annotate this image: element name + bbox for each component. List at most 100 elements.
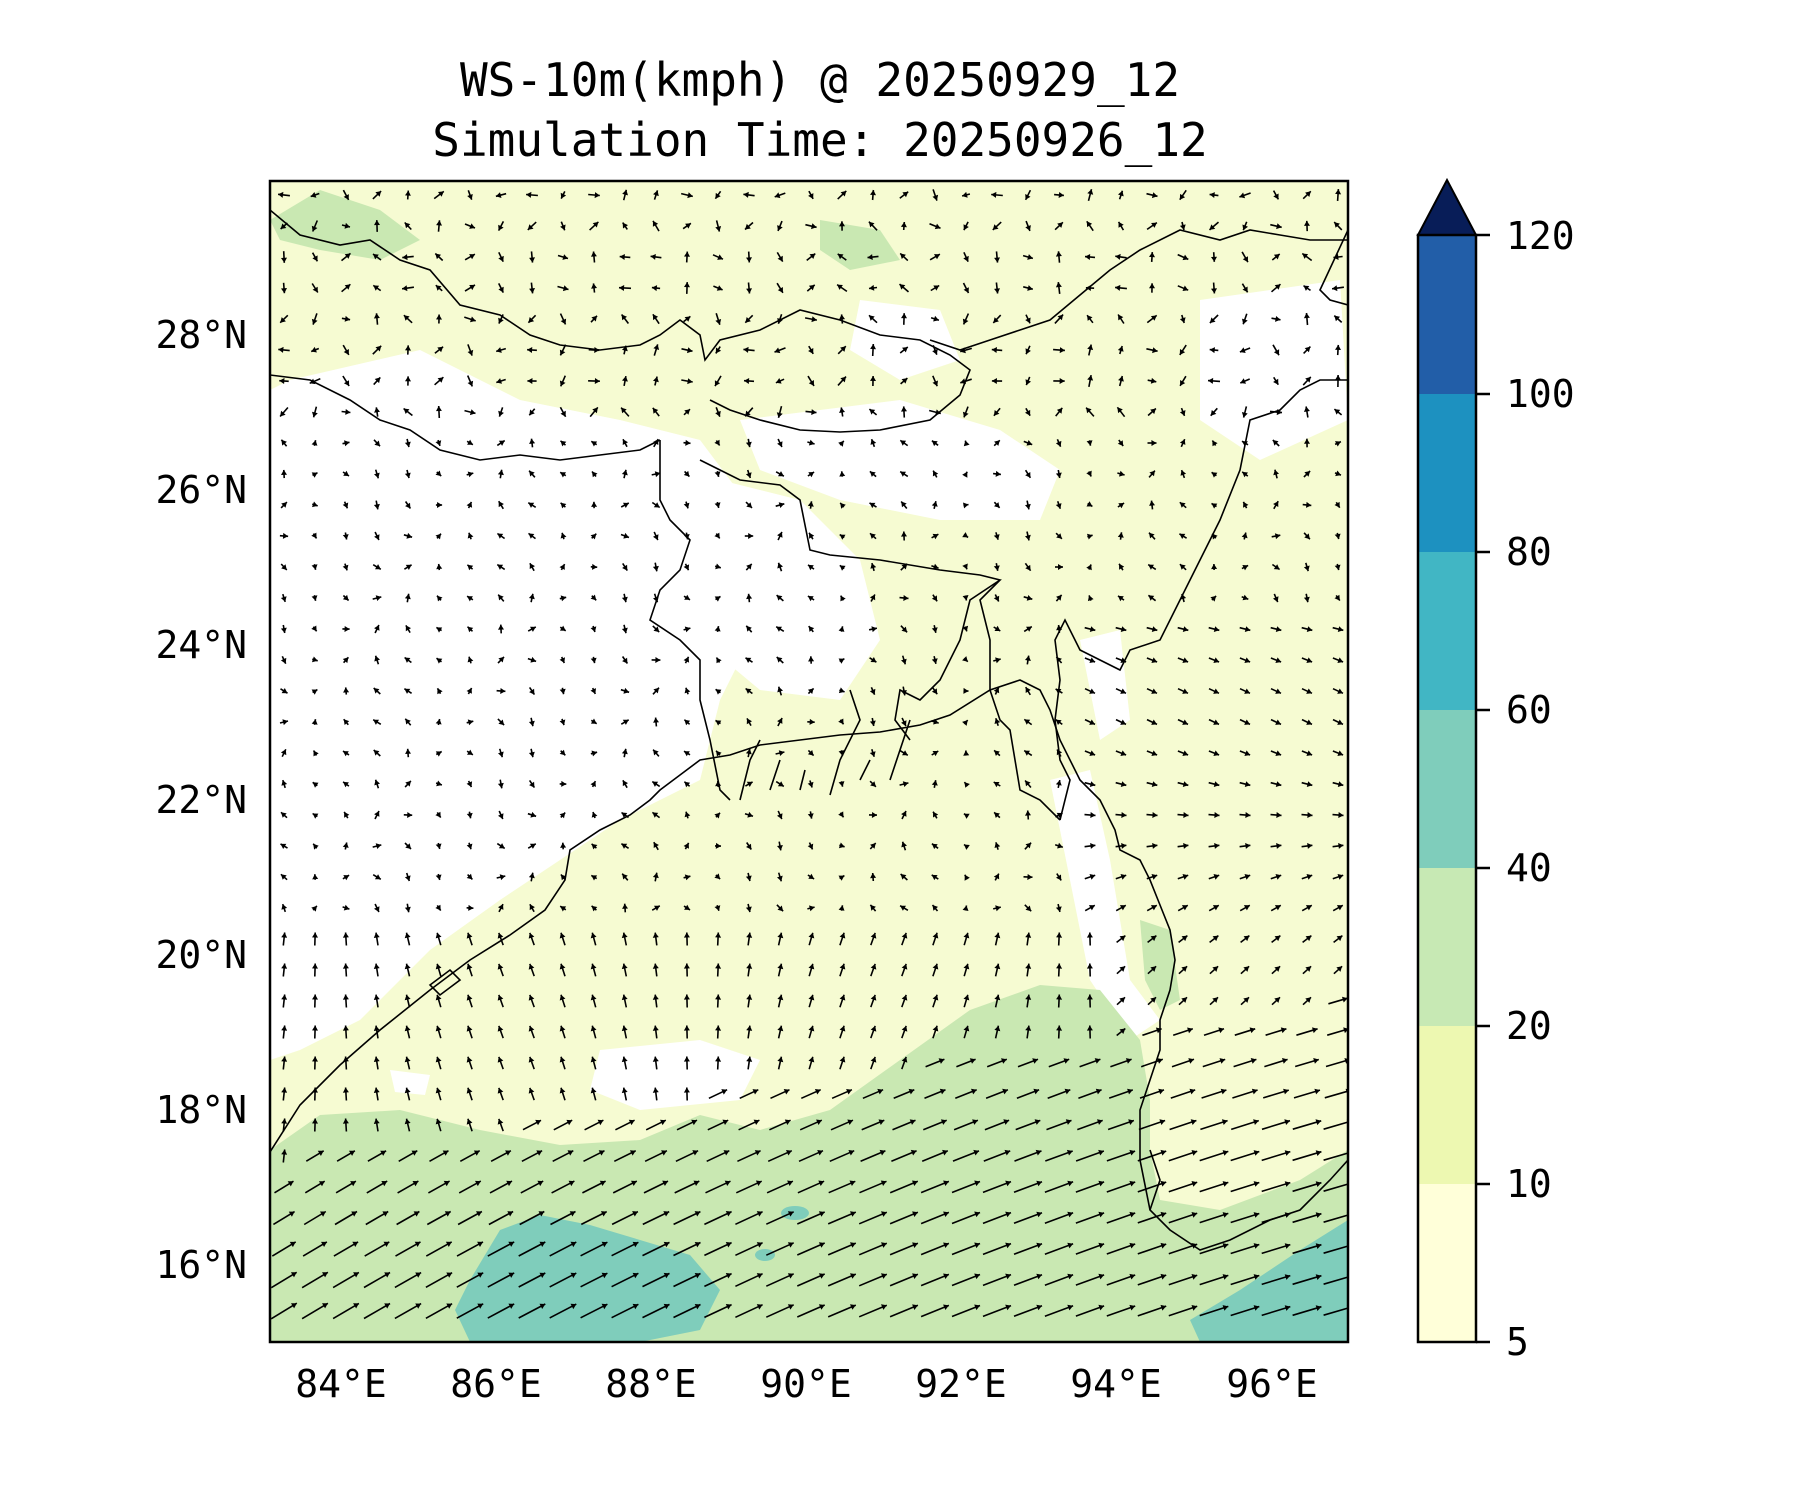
wind-arrow-head — [1150, 377, 1157, 384]
wind-arrow-head — [1086, 407, 1092, 414]
wind-arrow-head — [528, 317, 535, 323]
wind-arrow-head — [818, 1242, 825, 1248]
wind-arrow-head — [683, 842, 689, 849]
wind-arrow-head — [373, 1087, 380, 1093]
wind-arrow-shaft — [796, 1211, 826, 1225]
wind-arrow-head — [1151, 222, 1157, 228]
wind-arrow-head — [754, 1150, 761, 1156]
wind-arrow-head — [498, 410, 504, 417]
wind-arrow-head — [900, 222, 907, 228]
wind-arrow-head — [374, 534, 380, 540]
wind-arrow-head — [870, 657, 877, 663]
wind-arrow-head — [500, 688, 506, 694]
wind-arrow-head — [840, 190, 847, 197]
wind-arrow-shaft — [611, 1241, 639, 1257]
wind-arrow-head — [321, 1241, 327, 1247]
wind-arrow-head — [1121, 812, 1127, 818]
wind-arrow-head — [497, 994, 504, 1001]
wind-arrow-head — [466, 1087, 473, 1094]
wind-arrow-head — [621, 843, 628, 849]
wind-arrow-head — [1032, 1058, 1038, 1064]
wind-arrow-head — [591, 750, 598, 757]
wind-arrow-head — [723, 1150, 730, 1156]
wind-arrow-head — [1180, 380, 1186, 386]
wind-arrow-head — [653, 439, 659, 445]
wind-arrow-head — [900, 440, 907, 446]
wind-arrow-head — [994, 812, 1000, 818]
wind-arrow-head — [374, 472, 380, 479]
wind-arrow-head — [1151, 781, 1158, 787]
wind-arrow-head — [901, 1025, 908, 1032]
wind-arrow-head — [281, 439, 287, 446]
wind-arrow-head — [993, 317, 999, 323]
wind-arrow-head — [1312, 1027, 1318, 1034]
wind-arrow-head — [592, 471, 598, 478]
wind-arrow-head — [1283, 1088, 1289, 1095]
wind-arrow-head — [373, 313, 380, 319]
wind-arrow-head — [560, 440, 567, 447]
wind-arrow-head — [1307, 843, 1313, 849]
wind-arrow-head — [405, 748, 411, 754]
wind-arrow-head — [807, 750, 814, 756]
wind-arrow-head — [715, 192, 721, 199]
wind-arrow-head — [1243, 501, 1249, 508]
wind-arrow-head — [850, 1211, 856, 1217]
wind-arrow-shaft — [1261, 1150, 1291, 1162]
wind-arrow-head — [870, 439, 877, 445]
wind-arrow-head — [839, 314, 845, 320]
lat-tick-label: 18°N — [155, 1088, 247, 1132]
wind-arrow-head — [808, 994, 815, 1001]
wind-arrow-head — [311, 318, 318, 325]
wind-arrow-head — [1025, 963, 1032, 969]
wind-arrow-head — [995, 470, 1001, 477]
wind-arrow-head — [1094, 1058, 1101, 1064]
wind-arrow-head — [591, 441, 598, 447]
wind-arrow-head — [1275, 874, 1282, 880]
wind-arrow-head — [622, 376, 628, 382]
wind-arrow-head — [1179, 502, 1186, 508]
wind-arrow-head — [1304, 406, 1310, 412]
wind-arrow-head — [1150, 966, 1157, 972]
wind-arrow-head — [652, 407, 659, 414]
wind-arrow-head — [838, 875, 845, 881]
wind-arrow-head — [631, 1180, 637, 1186]
wind-arrow-head — [725, 1242, 732, 1248]
wind-arrow-head — [281, 502, 287, 508]
wind-arrow-head — [684, 874, 691, 881]
wind-arrow-head — [684, 811, 691, 818]
wind-arrow-head — [1025, 687, 1031, 693]
wind-arrow-head — [1222, 1274, 1229, 1280]
wind-arrow-head — [559, 994, 566, 1001]
wind-arrow-head — [562, 285, 569, 292]
wind-arrow-head — [1275, 626, 1282, 632]
wind-arrow-head — [1026, 595, 1033, 601]
wind-arrow-head — [901, 994, 908, 1001]
lon-tick-label: 92°E — [915, 1362, 1007, 1406]
wind-arrow-head — [869, 502, 876, 509]
wind-arrow-head — [938, 1058, 945, 1064]
wind-arrow-head — [526, 191, 532, 198]
wind-arrow-head — [654, 471, 661, 478]
wind-arrow-head — [1025, 225, 1031, 231]
wind-arrow-shaft — [487, 1272, 515, 1288]
wind-arrow-head — [622, 780, 628, 787]
wind-arrow-head — [837, 284, 843, 290]
wind-arrow-head — [570, 1241, 577, 1248]
wind-arrow-head — [1057, 842, 1063, 849]
wind-arrow-head — [1253, 1150, 1260, 1156]
wind-arrow-head — [590, 781, 596, 787]
wind-arrow-head — [287, 1181, 294, 1187]
wind-arrow-head — [777, 562, 783, 569]
wind-arrow-head — [414, 1241, 421, 1247]
wind-arrow-head — [344, 811, 350, 818]
wind-arrow-head — [529, 563, 535, 569]
wind-arrow-head — [652, 963, 659, 969]
wind-arrow-shaft — [827, 1273, 857, 1287]
wind-arrow-head — [715, 563, 721, 570]
wind-arrow-head — [1027, 254, 1033, 260]
wind-arrow-head — [1025, 379, 1031, 386]
wind-arrow-head — [1244, 781, 1251, 787]
wind-arrow-head — [1315, 1305, 1322, 1311]
wind-arrow-head — [498, 751, 504, 758]
colorbar-tick-label: 60 — [1506, 688, 1552, 732]
